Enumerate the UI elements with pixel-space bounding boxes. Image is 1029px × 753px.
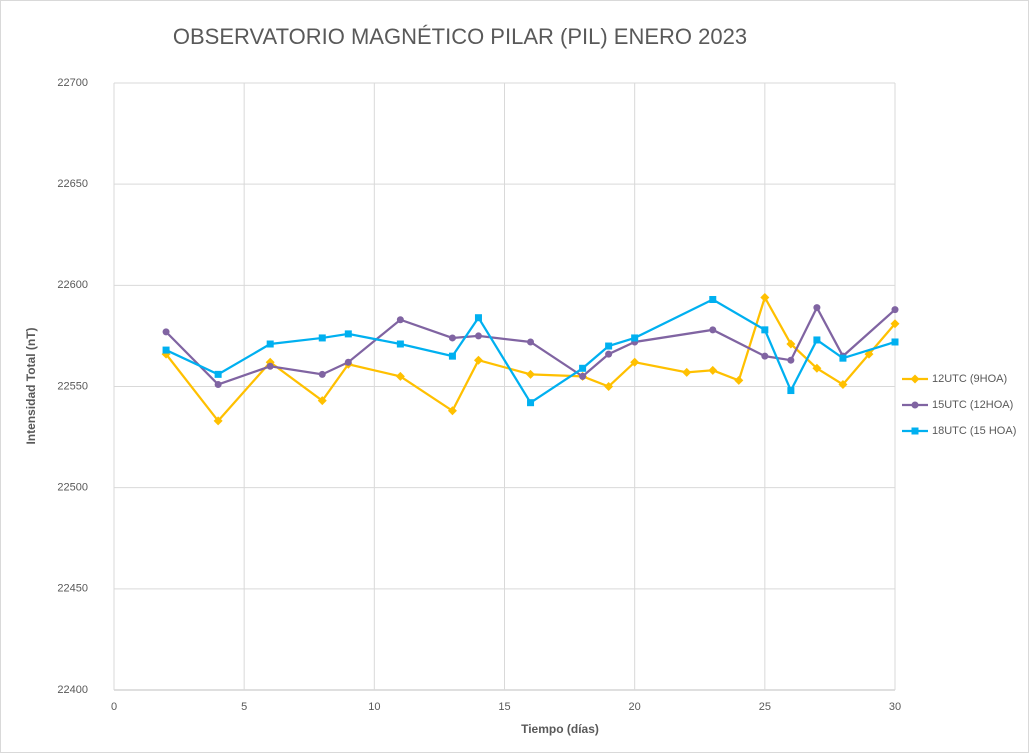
- marker: [838, 379, 848, 389]
- marker: [604, 382, 614, 391]
- marker: [527, 338, 535, 346]
- marker: [839, 354, 847, 362]
- legend-label: 18UTC (15 HOA): [932, 425, 1016, 437]
- marker: [527, 399, 535, 407]
- x-tick-label: 5: [241, 701, 247, 713]
- marker: [682, 367, 692, 377]
- marker: [266, 362, 274, 370]
- marker: [448, 334, 456, 342]
- marker: [709, 326, 717, 334]
- marker: [214, 380, 222, 388]
- legend-label: 12UTC (9HOA): [932, 373, 1007, 385]
- x-tick-label: 10: [368, 701, 380, 713]
- y-tick-label: 22400: [57, 684, 88, 696]
- marker: [813, 336, 821, 344]
- marker: [396, 316, 404, 324]
- y-axis-label: Intensidad Total (nT): [24, 327, 38, 444]
- marker: [266, 340, 274, 348]
- y-tick-label: 22450: [57, 583, 88, 595]
- marker: [787, 387, 795, 395]
- x-axis-label: Tiempo (días): [521, 722, 599, 736]
- marker: [318, 370, 326, 378]
- marker: [812, 363, 822, 373]
- marker: [813, 304, 821, 312]
- legend-marker: [910, 374, 920, 384]
- marker: [761, 352, 769, 360]
- marker: [162, 328, 170, 336]
- x-tick-label: 15: [498, 701, 510, 713]
- y-tick-label: 22550: [57, 380, 88, 392]
- x-tick-label: 0: [111, 701, 117, 713]
- series-line: [165, 305, 896, 386]
- marker: [709, 295, 717, 303]
- marker: [890, 319, 900, 329]
- marker: [214, 370, 222, 378]
- y-tick-label: 22650: [57, 178, 88, 190]
- marker: [474, 314, 482, 322]
- marker: [344, 330, 352, 338]
- marker: [605, 342, 613, 350]
- marker: [396, 340, 404, 348]
- marker: [708, 365, 718, 375]
- marker: [213, 416, 223, 426]
- marker: [891, 306, 899, 314]
- y-tick-label: 22600: [57, 279, 88, 291]
- marker: [579, 364, 587, 372]
- legend-label: 15UTC (12HOA): [932, 399, 1013, 411]
- marker: [631, 334, 639, 342]
- marker: [526, 369, 536, 379]
- x-tick-label: 20: [629, 701, 641, 713]
- marker: [760, 292, 770, 302]
- marker: [734, 375, 744, 385]
- marker: [786, 339, 796, 349]
- marker: [474, 332, 482, 340]
- marker: [579, 372, 587, 380]
- marker: [891, 338, 899, 346]
- y-tick-label: 22700: [57, 77, 88, 89]
- x-tick-label: 25: [759, 701, 771, 713]
- marker: [473, 355, 483, 365]
- marker: [162, 346, 170, 354]
- y-tick-label: 22500: [57, 482, 88, 494]
- legend-marker: [911, 401, 919, 409]
- chart-title: OBSERVATORIO MAGNÉTICO PILAR (PIL) ENERO…: [173, 24, 747, 49]
- marker: [447, 406, 457, 416]
- marker: [787, 356, 795, 364]
- marker: [395, 371, 405, 381]
- x-tick-label: 30: [889, 701, 901, 713]
- marker: [344, 358, 352, 366]
- marker: [318, 334, 326, 342]
- series-line: [165, 298, 896, 405]
- marker: [448, 352, 456, 360]
- marker: [761, 326, 769, 334]
- marker: [317, 396, 327, 406]
- marker: [605, 350, 613, 358]
- marker: [630, 357, 640, 367]
- legend-marker: [911, 427, 919, 435]
